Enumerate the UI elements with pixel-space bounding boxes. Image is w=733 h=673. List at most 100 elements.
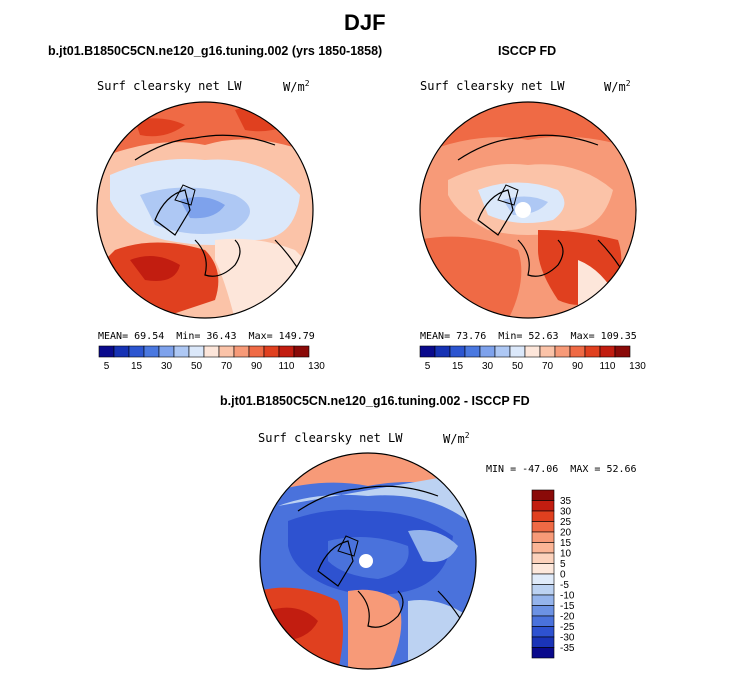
- panel1-units-prefix: W/m: [283, 80, 305, 94]
- panel2-colorbar-swatch: [554, 345, 571, 358]
- panel2-colorbar-swatch: [599, 345, 616, 358]
- panel3-colorbar-tick-label: 0: [560, 570, 566, 581]
- panel1-colorbar-swatch: [128, 345, 145, 358]
- panel3-stats: MIN = -47.06 MAX = 52.66: [486, 464, 637, 475]
- panel3-colorbar-tick-label: -35: [560, 643, 575, 654]
- panel1-colorbar-tick-label: 15: [131, 361, 143, 372]
- panel2-mean-label: MEAN=: [420, 331, 451, 342]
- panel3-colorbar-tick-label: 30: [560, 507, 572, 518]
- panel3-variable-label: Surf clearsky net LW: [258, 431, 403, 445]
- panel3-max-value: 52.66: [606, 464, 637, 475]
- panel3-colorbar-swatch: [531, 605, 555, 617]
- panel3-colorbar-tick-label: -25: [560, 622, 575, 633]
- panel2-colorbar-swatch: [419, 345, 436, 358]
- page-title: DJF: [344, 10, 386, 35]
- panel1-colorbar-tick-label: 130: [308, 361, 325, 372]
- panel1-mean-label: MEAN=: [98, 331, 129, 342]
- panel2-colorbar-swatch: [584, 345, 601, 358]
- panel3-colorbar-swatch: [531, 510, 555, 522]
- panel1-variable-label: Surf clearsky net LW: [97, 79, 242, 93]
- panel2-colorbar-swatch: [539, 345, 556, 358]
- panel2-units-prefix: W/m: [604, 80, 626, 94]
- panel2-colorbar-swatch: [434, 345, 451, 358]
- panel2-units-power: 2: [625, 79, 631, 88]
- panel1-colorbar-tick-label: 50: [191, 361, 203, 372]
- panel1-max-label: Max=: [248, 331, 273, 342]
- panel3-max-label: MAX =: [570, 464, 601, 475]
- panel1-colorbar-swatch: [98, 345, 115, 358]
- panel3-colorbar-swatch: [531, 563, 555, 575]
- panel3-colorbar-swatch: [531, 521, 555, 533]
- panel3-colorbar-swatch: [531, 615, 555, 627]
- panel1-colorbar-tick-label: 5: [104, 361, 110, 372]
- panel1-colorbar: 5 15 30 50 70 90 110 130: [98, 345, 325, 372]
- panel3-colorbar-tick-label: 25: [560, 517, 572, 528]
- panel1-colorbar-swatch: [173, 345, 190, 358]
- panel3-colorbar-swatch: [531, 489, 555, 501]
- panel1-colorbar-swatch: [113, 345, 130, 358]
- panel3-colorbar-tick-label: 20: [560, 528, 572, 539]
- panel1-title: b.jt01.B1850C5CN.ne120_g16.tuning.002 (y…: [48, 44, 383, 58]
- panel1-mean-value: 69.54: [134, 331, 165, 342]
- panel3-title: b.jt01.B1850C5CN.ne120_g16.tuning.002 - …: [220, 394, 530, 408]
- panel3-units: W/m2: [443, 431, 470, 446]
- panel1-colorbar-swatch: [248, 345, 265, 358]
- panel2-map: [419, 101, 637, 319]
- panel2-colorbar: 5 15 30 50 70 90 110 130: [419, 345, 646, 372]
- panel2-colorbar-swatch: [464, 345, 481, 358]
- panel2-colorbar-tick-label: 15: [452, 361, 464, 372]
- panel3-colorbar-swatch: [531, 626, 555, 638]
- panel2-colorbar-swatch: [494, 345, 511, 358]
- panel1-colorbar-swatch: [263, 345, 280, 358]
- panel3-min-label: MIN =: [486, 464, 517, 475]
- panel3-colorbar-tick-label: 35: [560, 496, 572, 507]
- panel1-colorbar-swatch: [233, 345, 250, 358]
- panel1-stats: MEAN= 69.54 Min= 36.43 Max= 149.79: [98, 331, 315, 342]
- panel1-colorbar-swatch: [278, 345, 295, 358]
- panel1-max-value: 149.79: [278, 331, 315, 342]
- panel2-max-label: Max=: [570, 331, 595, 342]
- panel3-colorbar-swatch: [531, 500, 555, 512]
- panel3-colorbar-tick-label: 5: [560, 559, 566, 570]
- panel1-colorbar-swatch: [158, 345, 175, 358]
- panel2-colorbar-tick-label: 90: [572, 361, 584, 372]
- panel2-units: W/m2: [604, 79, 631, 94]
- panel1-min-value: 36.43: [206, 331, 237, 342]
- panel3-map: [259, 452, 477, 670]
- panel3-colorbar-tick-label: -10: [560, 591, 575, 602]
- panel2-colorbar-swatch: [524, 345, 541, 358]
- panel2-colorbar-tick-label: 50: [512, 361, 524, 372]
- panel3-colorbar-swatch: [531, 584, 555, 596]
- panel1-map: [96, 101, 314, 319]
- panel2-mean-value: 73.76: [456, 331, 487, 342]
- panel1-colorbar-tick-label: 70: [221, 361, 233, 372]
- panel1-colorbar-tick-label: 30: [161, 361, 173, 372]
- panel1-colorbar-swatch: [143, 345, 160, 358]
- panel3-colorbar-swatch: [531, 531, 555, 543]
- panel2-title: ISCCP FD: [498, 44, 557, 58]
- panel3-colorbar-swatch: [531, 636, 555, 648]
- panel2-colorbar-tick-label: 110: [600, 361, 616, 372]
- panel3-colorbar-tick-label: -15: [560, 601, 575, 612]
- panel2-colorbar-tick-label: 70: [542, 361, 554, 372]
- panel2-max-value: 109.35: [600, 331, 637, 342]
- panel3-colorbar-swatch: [531, 573, 555, 585]
- panel3-colorbar-tick-label: -20: [560, 612, 575, 623]
- panel3-colorbar-swatch: [531, 594, 555, 606]
- panel2-colorbar-tick-label: 130: [629, 361, 646, 372]
- panel1-colorbar-tick-label: 110: [279, 361, 295, 372]
- panel3-colorbar-tick-label: 10: [560, 549, 572, 560]
- panel2-colorbar-swatch: [449, 345, 466, 358]
- panel1-colorbar-tick-label: 90: [251, 361, 263, 372]
- panel2-colorbar-swatch: [479, 345, 496, 358]
- panel3-colorbar-tick-label: 15: [560, 538, 572, 549]
- panel1-units-power: 2: [304, 79, 310, 88]
- panel3-colorbar-swatch: [531, 542, 555, 554]
- panel1-min-label: Min=: [176, 331, 201, 342]
- panel2-colorbar-swatch: [614, 345, 631, 358]
- panel3-units-power: 2: [464, 431, 470, 440]
- panel1-units: W/m2: [283, 79, 310, 94]
- panel2-stats: MEAN= 73.76 Min= 52.63 Max= 109.35: [420, 331, 637, 342]
- panel3-colorbar-swatch: [531, 647, 555, 659]
